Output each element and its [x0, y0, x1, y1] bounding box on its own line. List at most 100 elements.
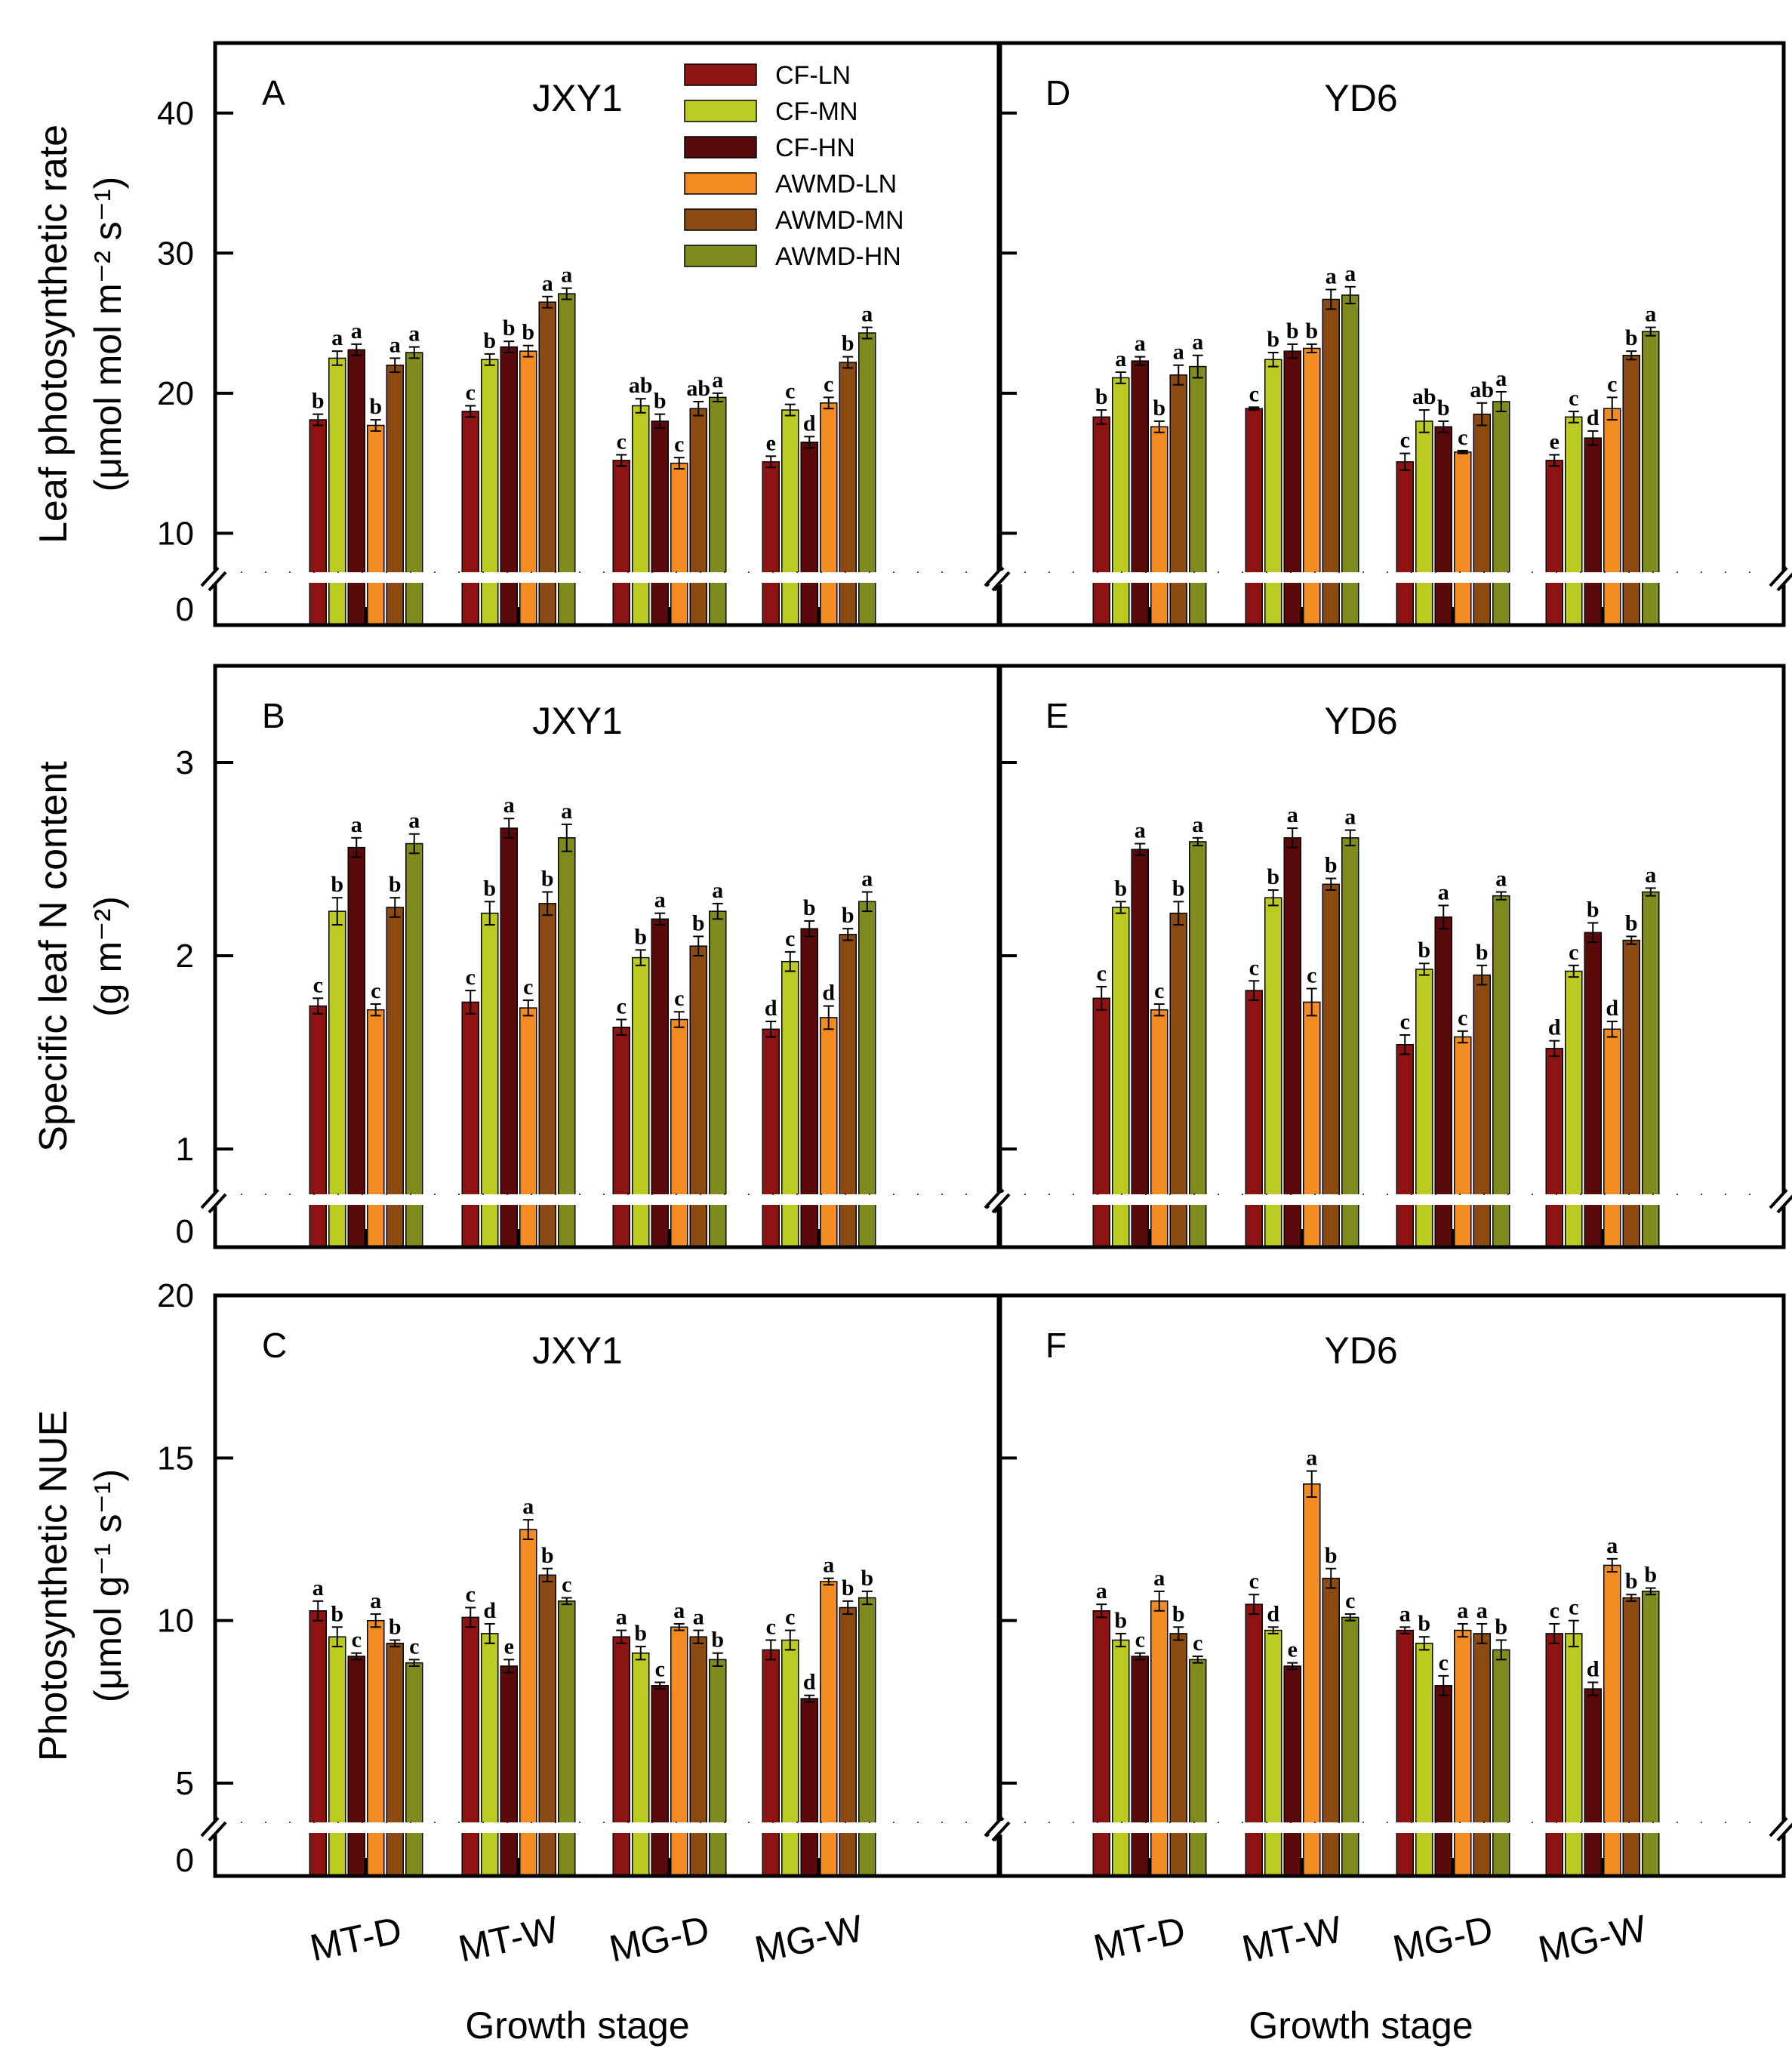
bar-F-CF-LN-MG-D [1396, 1629, 1414, 1877]
sig-letter-C-AWMD-HN-MG-D: b [711, 1628, 724, 1653]
bar-A-CF-LN-MT-D [309, 419, 327, 626]
error-bar-D-AWMD-MN-MT-W [1326, 288, 1337, 310]
sig-letter-E-CF-HN-MG-D: a [1438, 879, 1449, 904]
sig-letter-E-CF-MN-MG-D: b [1418, 938, 1430, 963]
bar-F-CF-HN-MT-D [1131, 1656, 1149, 1877]
sig-letter-A-CF-MN-MT-W: b [483, 328, 496, 353]
panel-frame [996, 41, 1786, 627]
bar-F-CF-LN-MT-D [1092, 1610, 1110, 1877]
bar-B-AWMD-LN-MT-D [367, 1009, 385, 1248]
sig-letter-E-AWMD-HN-MG-W: a [1645, 862, 1656, 887]
error-bar-A-AWMD-MN-MT-W [542, 295, 553, 309]
bar-E-CF-MN-MG-W [1565, 970, 1583, 1248]
legend-swatch-CF-HN [684, 136, 757, 159]
sig-letter-E-AWMD-HN-MG-D: a [1495, 867, 1507, 892]
error-bar-F-CF-HN-MT-W [1287, 1662, 1298, 1671]
x-axis-title: Growth stage [1249, 2004, 1473, 2047]
error-bar-C-CF-MN-MG-D [635, 1646, 646, 1661]
error-bar-C-CF-LN-MT-D [313, 1600, 324, 1622]
error-bar-C-AWMD-MN-MT-D [389, 1639, 401, 1648]
error-bar-E-CF-MN-MT-W [1267, 889, 1279, 907]
error-bar-C-AWMD-LN-MG-W [823, 1577, 834, 1586]
bar-B-AWMD-LN-MT-W [519, 1007, 537, 1248]
bar-F-AWMD-HN-MG-D [1492, 1649, 1510, 1877]
error-bar-D-AWMD-MN-MG-D [1476, 402, 1488, 427]
bar-D-CF-LN-MT-W [1245, 408, 1263, 626]
y-tick-label: 1 [176, 1131, 194, 1168]
bar-D-AWMD-MN-MG-D [1473, 413, 1491, 626]
sig-letter-E-AWMD-MN-MG-D: b [1476, 940, 1489, 965]
sig-letter-A-AWMD-LN-MG-D: c [674, 432, 684, 457]
panel-frame [996, 1293, 1786, 1878]
bar-A-CF-HN-MG-W [800, 442, 818, 626]
bar-C-CF-MN-MT-D [328, 1636, 346, 1877]
sig-letter-D-AWMD-LN-MG-W: c [1607, 371, 1617, 396]
y-axis-label-line1: Photosynthetic NUE [32, 1410, 75, 1761]
legend-label-AWMD-LN: AWMD-LN [775, 170, 897, 199]
panel-letter-E: E [1045, 696, 1069, 735]
axis-break-mark [1776, 572, 1792, 592]
panel-title-C: JXY1 [532, 1329, 623, 1372]
bar-D-CF-HN-MG-W [1584, 437, 1602, 626]
error-bar-E-CF-LN-MT-D [1096, 985, 1107, 1011]
bar-F-CF-HN-MT-W [1283, 1665, 1301, 1877]
axis-break-mark [200, 566, 220, 587]
y-axis-label-line2: (μmol mol m⁻² s⁻¹) [87, 177, 129, 492]
sig-letter-B-AWMD-LN-MT-W: c [523, 975, 533, 1000]
error-bar-D-CF-LN-MG-W [1549, 454, 1560, 467]
y-axis-label-row-1: Leaf photosynthetic rate (μmol mol m⁻² s⁻… [32, 125, 129, 544]
error-bar-E-CF-LN-MT-W [1249, 980, 1260, 1001]
sig-letter-F-AWMD-HN-MG-W: b [1644, 1563, 1657, 1588]
error-bar-A-AWMD-HN-MT-D [408, 346, 420, 359]
y-tick-label: 20 [157, 1277, 194, 1314]
sig-letter-C-CF-LN-MT-W: c [466, 1582, 476, 1606]
sig-letter-E-CF-LN-MT-W: c [1249, 955, 1259, 980]
sig-letter-F-CF-LN-MT-D: a [1096, 1579, 1107, 1603]
bar-F-CF-HN-MG-W [1584, 1688, 1602, 1877]
axis-break-mark [1769, 1188, 1788, 1209]
sig-letter-A-CF-LN-MT-W: c [466, 380, 476, 405]
error-bar-C-AWMD-HN-MT-D [408, 1659, 420, 1667]
sig-letter-A-AWMD-HN-MT-D: a [408, 322, 420, 347]
legend-label-AWMD-HN: AWMD-HN [775, 242, 901, 271]
bar-E-CF-MN-MG-D [1415, 969, 1433, 1248]
sig-letter-B-AWMD-HN-MT-W: a [561, 799, 572, 824]
error-bar-A-AWMD-HN-MG-W [861, 326, 873, 340]
bar-F-AWMD-LN-MG-D [1454, 1629, 1472, 1877]
error-bar-F-AWMD-MN-MG-D [1476, 1622, 1488, 1644]
error-bar-A-AWMD-HN-MG-D [712, 392, 723, 402]
bar-E-CF-LN-MT-D [1092, 997, 1110, 1248]
bar-A-AWMD-MN-MG-D [689, 408, 707, 626]
sig-letter-C-CF-LN-MG-W: c [766, 1615, 776, 1640]
error-bar-B-CF-MN-MT-D [331, 897, 343, 926]
x-axis-title: Growth stage [465, 2004, 689, 2047]
error-bar-F-AWMD-LN-MT-W [1306, 1470, 1317, 1499]
y-tick-label-zero: 0 [176, 1213, 194, 1250]
error-bar-F-AWMD-HN-MG-W [1645, 1587, 1656, 1596]
bar-D-CF-LN-MG-W [1545, 460, 1563, 626]
bar-E-CF-LN-MT-W [1245, 990, 1263, 1248]
sig-letter-C-CF-HN-MT-W: e [504, 1634, 514, 1659]
bar-C-AWMD-HN-MT-W [558, 1600, 576, 1877]
sig-letter-F-AWMD-HN-MT-D: c [1193, 1631, 1202, 1656]
sig-letter-D-AWMD-HN-MT-W: a [1344, 261, 1356, 286]
error-bar-E-AWMD-MN-MG-D [1476, 964, 1488, 986]
error-bar-A-CF-LN-MG-W [765, 455, 777, 469]
sig-letter-D-CF-HN-MT-D: a [1135, 331, 1146, 356]
legend-swatch-AWMD-LN [684, 172, 757, 195]
error-bar-F-CF-LN-MT-D [1096, 1603, 1107, 1619]
error-bar-E-AWMD-HN-MG-D [1495, 891, 1507, 901]
sig-letter-B-AWMD-MN-MG-W: b [842, 903, 854, 928]
error-bar-A-AWMD-MN-MG-D [693, 400, 704, 417]
error-bar-B-AWMD-LN-MG-W [823, 1005, 834, 1030]
y-tick-label: 10 [157, 515, 194, 552]
sig-letter-E-AWMD-LN-MG-W: d [1606, 996, 1618, 1021]
error-bar-C-AWMD-LN-MG-D [673, 1622, 685, 1631]
error-bar-D-CF-LN-MT-D [1096, 409, 1107, 425]
sig-letter-B-CF-LN-MG-D: c [617, 993, 627, 1018]
sig-letter-A-AWMD-MN-MG-W: b [842, 331, 854, 356]
error-bar-B-AWMD-LN-MT-W [522, 999, 534, 1017]
